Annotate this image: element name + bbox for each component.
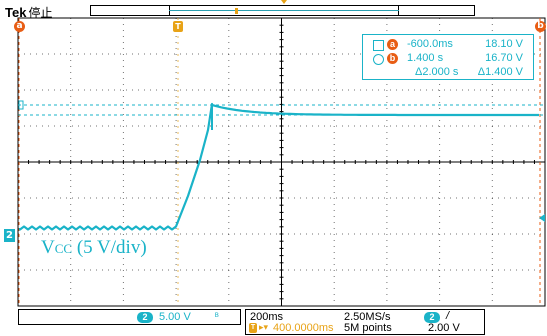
cursor-b-badge[interactable]: b xyxy=(535,21,546,32)
run-state: 停止 xyxy=(28,6,53,20)
record-length: 5M points xyxy=(344,322,392,334)
bandwidth-limit-icon: ᴮ xyxy=(215,311,219,321)
channel-settings-panel[interactable]: 2 5.00 V ᴮ xyxy=(18,309,241,325)
circle-icon xyxy=(373,54,384,65)
trigger-slope-icon: / xyxy=(446,310,450,322)
readout-volt-b: 16.70 V xyxy=(485,52,523,64)
sample-rate: 2.50MS/s xyxy=(344,311,391,323)
cursor-readout-panel: a -600.0ms 18.10 V b 1.400 s 16.70 V Δ2.… xyxy=(362,34,534,80)
trigger-level: 2.00 V xyxy=(428,322,460,334)
readout-delta-volt: Δ1.400 V xyxy=(477,66,523,78)
brand-label: Tek 停止 xyxy=(5,4,52,21)
trigger-top-arrow-icon xyxy=(281,0,287,4)
cursor-a-level-marker xyxy=(18,100,24,110)
brand-name: Tek xyxy=(5,5,27,20)
readout-volt-a: 18.10 V xyxy=(485,38,523,50)
vcc-label-sub: CC xyxy=(54,241,73,256)
readout-badge-b: b xyxy=(387,53,398,64)
trigger-position-marker xyxy=(235,8,238,14)
vcc-label-rest: (5 V/div) xyxy=(72,237,147,258)
vcc-trace-label: VCC (5 V/div) xyxy=(41,237,147,259)
trigger-badge[interactable]: T xyxy=(173,21,183,32)
channel-2-ground-marker[interactable]: 2 xyxy=(4,229,15,242)
readout-row-a: a -600.0ms 18.10 V xyxy=(363,38,533,52)
delay-arrow-icon: ▸▾ xyxy=(259,322,269,332)
cursor-a-badge[interactable]: a xyxy=(14,21,25,32)
readout-row-delta: Δ2.000 s Δ1.400 V xyxy=(363,66,533,80)
trigger-channel-chip: 2 xyxy=(424,312,440,323)
record-position-bar[interactable] xyxy=(90,5,475,16)
readout-delta-time: Δ2.000 s xyxy=(415,66,459,78)
readout-row-b: b 1.400 s 16.70 V xyxy=(363,52,533,66)
channel-scale: 5.00 V xyxy=(159,311,191,323)
trigger-delay-icon: T xyxy=(249,323,257,333)
channel-2-chip: 2 xyxy=(137,312,153,323)
readout-time-b: 1.400 s xyxy=(407,52,444,64)
waveform-trace xyxy=(18,102,539,231)
trigger-level-arrow-icon xyxy=(539,214,545,222)
acquisition-panel[interactable]: 200ms 2.50MS/s 2 / T ▸▾ 400.0000ms 5M po… xyxy=(245,309,485,335)
readout-time-a: -600.0ms xyxy=(407,38,453,50)
trigger-delay: 400.0000ms xyxy=(273,322,334,334)
timebase: 200ms xyxy=(250,311,284,323)
square-icon xyxy=(373,40,384,51)
readout-badge-a: a xyxy=(387,39,398,50)
record-window-line xyxy=(169,10,399,11)
vcc-label-main: V xyxy=(41,237,55,258)
vcc-waveform xyxy=(18,102,539,231)
